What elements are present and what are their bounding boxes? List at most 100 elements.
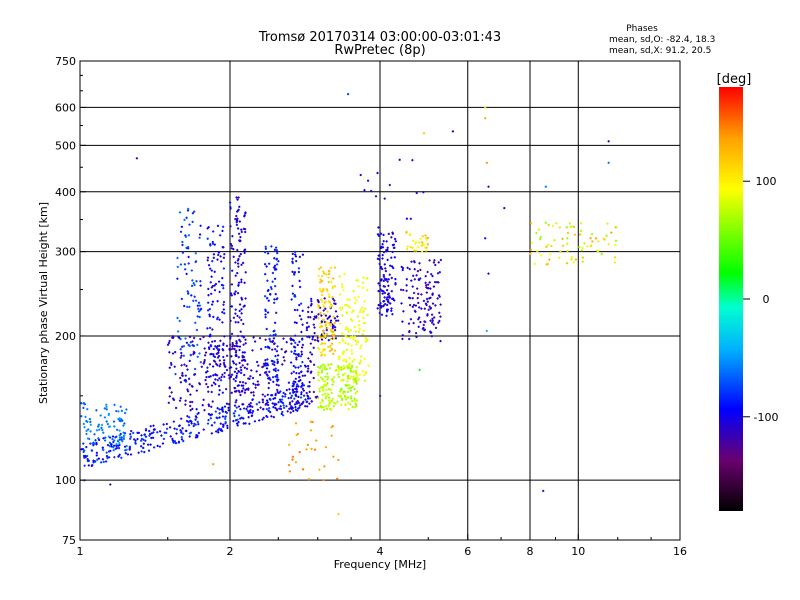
data-point [218, 355, 220, 358]
data-point [333, 299, 335, 302]
data-point [579, 233, 581, 236]
data-point [213, 347, 215, 351]
data-point [186, 272, 188, 275]
data-point [225, 410, 227, 413]
data-point [340, 389, 342, 392]
data-point [313, 326, 316, 329]
data-point [359, 310, 361, 314]
data-point [299, 279, 301, 282]
data-point [601, 252, 603, 256]
data-point [385, 270, 387, 273]
data-point [90, 430, 92, 433]
data-point [87, 437, 89, 440]
data-point [172, 352, 174, 355]
data-point [385, 248, 387, 252]
data-point [235, 274, 237, 277]
data-point [353, 380, 355, 383]
data-point [217, 407, 219, 410]
data-point [614, 244, 616, 247]
data-point [283, 404, 285, 407]
data-point [415, 304, 417, 307]
data-point [359, 347, 361, 350]
data-point [94, 439, 97, 442]
data-point [266, 265, 268, 268]
data-point [223, 256, 225, 259]
data-point [234, 410, 236, 413]
data-point [329, 350, 331, 353]
data-point [85, 420, 87, 423]
data-point [235, 367, 237, 370]
data-point [132, 431, 134, 435]
data-point [183, 354, 185, 357]
data-point [330, 363, 332, 366]
data-point [240, 308, 243, 311]
data-point [345, 334, 347, 337]
data-point [247, 377, 249, 380]
data-point [321, 293, 323, 297]
data-point [248, 377, 251, 380]
data-point [380, 306, 382, 309]
data-point [291, 458, 294, 461]
data-point [184, 403, 186, 406]
data-point [169, 426, 171, 429]
data-point [217, 224, 219, 227]
data-point [310, 342, 312, 345]
data-point [185, 429, 187, 432]
data-point [242, 356, 244, 359]
data-point [208, 313, 211, 316]
data-point [325, 396, 327, 399]
data-point [197, 423, 199, 426]
data-point [159, 430, 161, 433]
data-point [217, 356, 219, 359]
data-point [320, 351, 322, 354]
data-point [306, 326, 308, 329]
data-point [116, 446, 118, 450]
data-point [307, 316, 309, 319]
data-point [193, 422, 195, 425]
data-point [337, 394, 340, 397]
data-point [295, 255, 297, 258]
data-point [231, 373, 233, 376]
data-point [210, 414, 212, 417]
data-point [188, 343, 190, 346]
data-point [354, 296, 356, 299]
data-point [275, 394, 277, 397]
data-point [402, 267, 404, 270]
data-point [249, 408, 252, 412]
data-point [414, 309, 416, 312]
data-point [573, 225, 575, 228]
data-point [118, 444, 121, 447]
data-point [307, 385, 309, 388]
data-point [392, 250, 394, 254]
data-point [219, 365, 221, 368]
data-point [409, 268, 411, 271]
data-point [295, 422, 297, 425]
data-point [354, 399, 356, 403]
data-point [296, 308, 298, 312]
data-point [140, 439, 142, 442]
data-point [98, 457, 100, 460]
data-point [142, 446, 144, 449]
data-point [486, 329, 488, 332]
data-point [326, 288, 328, 291]
data-point [231, 283, 233, 286]
data-point [409, 304, 411, 307]
data-point [376, 171, 379, 175]
data-point [100, 426, 103, 429]
data-point [311, 310, 313, 314]
data-point [244, 358, 246, 362]
data-point [180, 381, 182, 384]
data-point [325, 300, 327, 303]
data-point [358, 295, 360, 298]
data-point [181, 364, 183, 367]
data-point [176, 256, 179, 260]
data-point [237, 227, 239, 230]
data-point [214, 355, 216, 358]
data-point [222, 410, 224, 413]
data-point [307, 310, 309, 313]
data-point [209, 353, 211, 356]
data-point [218, 427, 220, 430]
data-point [246, 367, 248, 370]
data-point [317, 306, 320, 309]
data-point [233, 292, 236, 295]
